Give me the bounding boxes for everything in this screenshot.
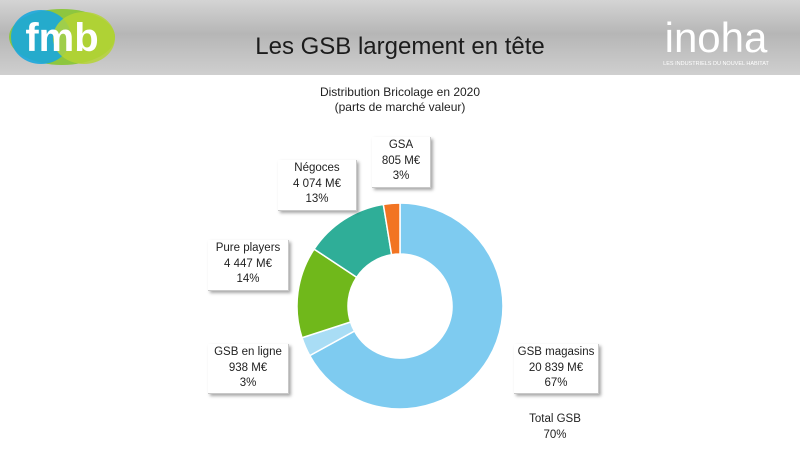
slice-gsa — [382, 202, 401, 256]
total-gsb-annotation: Total GSB 70% — [518, 412, 592, 443]
chart-title-block: Distribution Bricolage en 2020 (parts de… — [240, 85, 560, 115]
total-gsb-value: 70% — [543, 428, 567, 441]
callout-value: 4 074 M€ — [293, 177, 341, 190]
inoha-logo: inoha LES INDUSTRIELS DU NOUVEL HABITAT — [663, 14, 769, 67]
inoha-logo-tagline: LES INDUSTRIELS DU NOUVEL HABITAT — [663, 61, 769, 67]
callout-value: 4 447 M€ — [224, 257, 272, 270]
fmb-logo: fmb — [9, 9, 115, 65]
callout-pure-players: Pure players 4 447 M€ 14% — [208, 240, 289, 291]
callout-name: GSB en ligne — [214, 346, 282, 358]
chart-title: Distribution Bricolage en 2020 — [319, 85, 481, 99]
callout-gsb-magasins: GSB magasins 20 839 M€ 67% — [514, 344, 599, 394]
callout-value: 20 839 M€ — [528, 361, 584, 374]
callout-value: 805 M€ — [381, 154, 421, 167]
callout-name: GSB magasins — [517, 346, 595, 358]
callout-percent: 13% — [305, 193, 329, 205]
callout-percent: 67% — [544, 377, 568, 389]
slice-gsb-magasins — [308, 202, 504, 410]
total-gsb-label: Total GSB — [529, 413, 581, 425]
callout-name: GSA — [388, 139, 414, 151]
callout-value: 938 M€ — [228, 361, 268, 374]
page-title: Les GSB largement en tête — [255, 33, 545, 60]
chart-subtitle: (parts de marché valeur) — [334, 100, 466, 114]
callout-negoces: Négoces 4 074 M€ 13% — [278, 160, 357, 211]
callout-name: Pure players — [215, 242, 281, 254]
callout-gsb-en-ligne: GSB en ligne 938 M€ 3% — [208, 344, 289, 394]
callout-percent: 3% — [392, 170, 410, 182]
inoha-logo-text: inoha — [665, 14, 768, 61]
callout-percent: 14% — [236, 273, 260, 285]
header-banner — [0, 0, 800, 75]
fmb-logo-text: fmb — [25, 16, 98, 60]
callout-percent: 3% — [239, 377, 257, 389]
callout-gsa: GSA 805 M€ 3% — [372, 137, 431, 188]
callout-name: Négoces — [294, 162, 340, 174]
